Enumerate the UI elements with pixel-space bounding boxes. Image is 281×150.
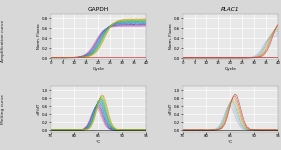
Y-axis label: Norm. Fluoro: Norm. Fluoro xyxy=(169,24,173,49)
Y-axis label: Norm. Fluoro: Norm. Fluoro xyxy=(37,24,40,49)
X-axis label: Cycle: Cycle xyxy=(92,67,105,71)
Title: PLAC1: PLAC1 xyxy=(221,7,240,12)
X-axis label: Cycle: Cycle xyxy=(224,67,236,71)
Text: Melting curve: Melting curve xyxy=(1,94,5,124)
Title: GAPDH: GAPDH xyxy=(88,7,109,12)
Y-axis label: -dF/dT: -dF/dT xyxy=(37,103,40,115)
X-axis label: °C: °C xyxy=(228,140,233,144)
Text: Amplification curve: Amplification curve xyxy=(1,19,5,62)
Y-axis label: -dF/dT: -dF/dT xyxy=(169,103,173,115)
X-axis label: °C: °C xyxy=(96,140,101,144)
